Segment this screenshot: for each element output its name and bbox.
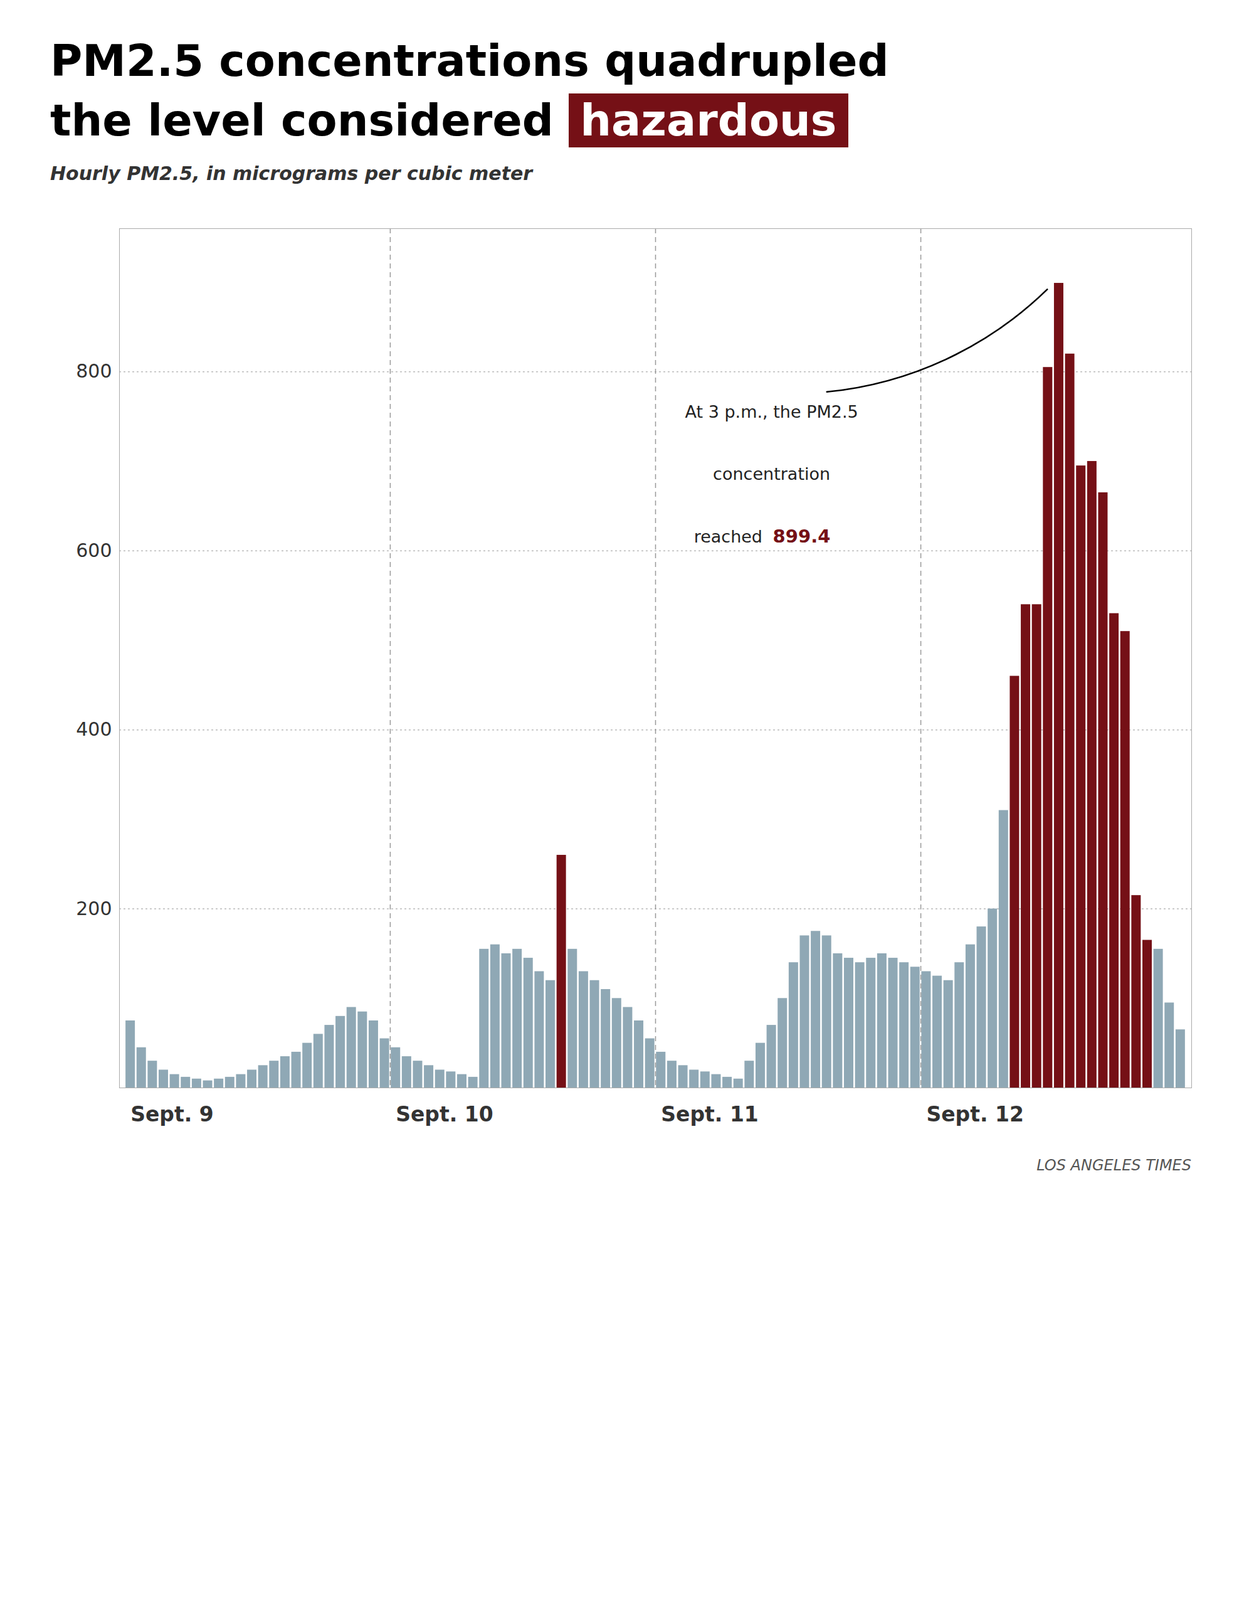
html-text:LOS ANGELES TIMES: LOS ANGELES TIMES — [1036, 1156, 1192, 1174]
svg-text:200: 200 — [75, 897, 112, 920]
svg-text:400: 400 — [75, 717, 112, 740]
svg-text:Sept. 9: Sept. 9 — [130, 1101, 214, 1127]
html-text:PM2.5 concentrations quadruple: PM2.5 concentrations quadrupled — [50, 35, 889, 87]
svg-text:600: 600 — [75, 539, 112, 562]
svg-text:reached: reached — [694, 526, 769, 547]
svg-text:At 3 p.m., the PM2.5: At 3 p.m., the PM2.5 — [685, 401, 859, 422]
svg-text:concentration: concentration — [712, 463, 831, 484]
svg-text:Sept. 10: Sept. 10 — [395, 1101, 494, 1127]
html-text:Hourly PM2.5, in micrograms pe: Hourly PM2.5, in micrograms per cubic me… — [50, 162, 533, 185]
svg-text:800: 800 — [75, 359, 112, 382]
svg-text:899.4: 899.4 — [773, 525, 831, 547]
html-text:the level considered hazardous: the level considered hazardous — [50, 94, 837, 146]
svg-text:Sept. 11: Sept. 11 — [660, 1101, 759, 1127]
svg-text:Sept. 12: Sept. 12 — [926, 1101, 1024, 1127]
